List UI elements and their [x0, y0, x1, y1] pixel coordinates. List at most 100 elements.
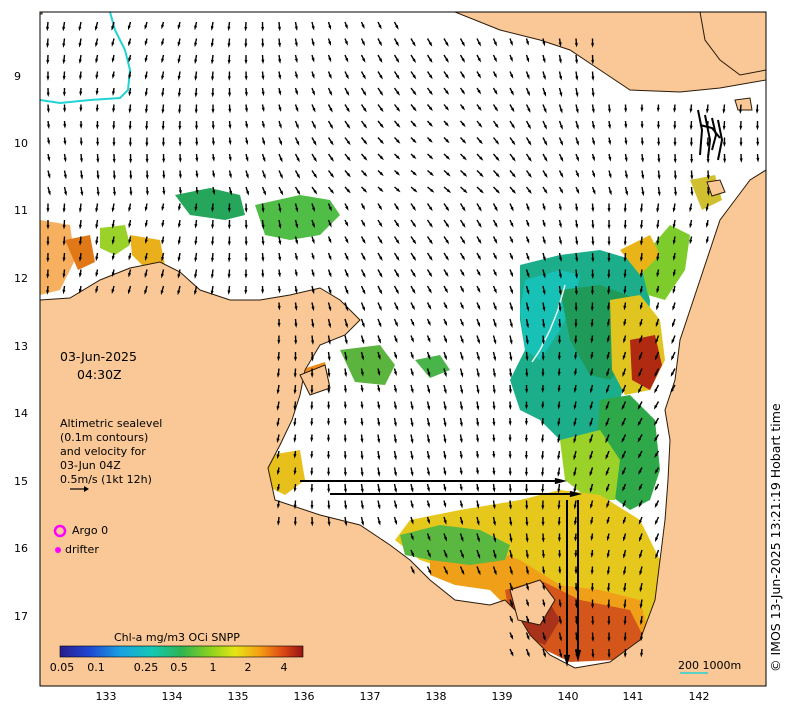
velocity-arrow-head — [654, 503, 659, 508]
velocity-arrow-head — [608, 156, 612, 162]
velocity-arrow-head — [144, 206, 148, 212]
velocity-arrow-head — [477, 322, 481, 328]
velocity-arrow-head — [276, 422, 280, 427]
velocity-arrow-head — [378, 289, 383, 295]
velocity-arrow-head — [194, 223, 198, 229]
velocity-arrow-head — [395, 239, 400, 245]
velocity-arrow-head — [543, 157, 548, 162]
velocity-arrow-head — [493, 73, 497, 79]
velocity-arrow-head — [641, 174, 645, 180]
velocity-arrow-head — [541, 438, 545, 444]
velocity-arrow-head — [477, 554, 481, 559]
velocity-arrow-head — [261, 289, 265, 295]
velocity-arrow-head — [591, 108, 595, 114]
scale-arrow — [70, 486, 89, 492]
velocity-arrow-head — [96, 191, 100, 197]
velocity-arrow-head — [360, 505, 364, 510]
velocity-arrow-head — [624, 157, 628, 163]
velocity-arrow-head — [295, 90, 298, 96]
velocity-arrow-head — [525, 538, 529, 543]
velocity-arrow-head — [177, 257, 181, 262]
velocity-arrow-head — [689, 239, 693, 245]
velocity-arrow-head — [194, 42, 198, 48]
velocity-arrow-head — [410, 519, 414, 525]
velocity-arrow-head — [459, 503, 463, 509]
velocity-arrow-head — [672, 224, 676, 229]
velocity-arrow-head — [328, 289, 332, 295]
velocity-arrow-head — [526, 206, 530, 212]
velocity-arrow-head — [590, 322, 594, 328]
velocity-arrow-head — [495, 140, 500, 145]
velocity-arrow-head — [278, 240, 282, 246]
velocity-arrow-head — [344, 356, 348, 361]
velocity-arrow-head — [672, 272, 676, 277]
velocity-arrow-head — [228, 156, 232, 162]
velocity-arrow-head — [558, 307, 562, 312]
velocity-arrow-head — [527, 108, 531, 113]
velocity-arrow-head — [393, 388, 397, 394]
velocity-arrow-head — [62, 241, 66, 246]
velocity-arrow-head — [327, 356, 331, 362]
velocity-arrow-head — [276, 504, 280, 509]
velocity-arrow-head — [278, 59, 282, 64]
lon-tick: 138 — [425, 690, 447, 703]
velocity-arrow-head — [493, 90, 498, 95]
velocity-arrow-head — [739, 142, 743, 147]
velocity-arrow-head — [542, 58, 546, 64]
lat-tick: 12 — [14, 272, 28, 285]
velocity-arrow-head — [428, 288, 432, 294]
velocity-arrow-head — [510, 289, 514, 295]
velocity-arrow-head — [345, 57, 349, 63]
velocity-arrow-head — [591, 241, 595, 246]
velocity-arrow-head — [622, 372, 626, 377]
velocity-arrow-head — [310, 505, 314, 510]
velocity-arrow-head — [278, 42, 282, 48]
velocity-arrow-head — [393, 472, 397, 477]
velocity-arrow-head — [509, 538, 513, 543]
velocity-arrow-head — [527, 189, 532, 194]
land-layer — [40, 12, 766, 686]
velocity-arrow-head — [329, 107, 333, 113]
velocity-arrow-head — [509, 618, 513, 624]
velocity-arrow-head — [608, 190, 612, 196]
velocity-arrow-head — [478, 139, 483, 145]
velocity-arrow-head — [557, 505, 561, 510]
velocity-arrow-head — [756, 157, 760, 163]
velocity-arrow-head — [590, 354, 594, 360]
velocity-arrow-head — [428, 58, 433, 64]
velocity-arrow-head — [637, 453, 642, 459]
velocity-arrow-head — [606, 322, 610, 327]
velocity-arrow-head — [410, 337, 414, 343]
velocity-arrow-head — [379, 107, 384, 113]
velocity-arrow-head — [329, 124, 334, 130]
velocity-arrow-head — [377, 472, 381, 477]
velocity-arrow-head — [445, 58, 449, 63]
velocity-arrow-head — [63, 108, 67, 113]
velocity-arrow-head — [360, 421, 364, 427]
colorbar-tick: 0.1 — [87, 661, 105, 674]
velocity-arrow-head — [311, 272, 315, 278]
velocity-arrow-head — [144, 25, 148, 30]
velocity-arrow-head — [462, 139, 467, 144]
velocity-arrow-head — [278, 256, 282, 262]
velocity-arrow-head — [379, 239, 383, 245]
velocity-arrow-head — [443, 520, 447, 525]
velocity-arrow-head — [144, 75, 148, 80]
velocity-arrow-head — [477, 305, 481, 311]
velocity-arrow-head — [293, 422, 297, 427]
velocity-arrow-head — [429, 172, 434, 177]
velocity-arrow-head — [541, 356, 545, 361]
lon-tick: 136 — [293, 690, 315, 703]
velocity-arrow-head — [410, 405, 414, 411]
velocity-arrow-head — [526, 323, 529, 329]
velocity-arrow-head — [211, 207, 215, 213]
velocity-arrow-head — [428, 256, 433, 261]
velocity-arrow-head — [640, 141, 644, 146]
velocity-arrow-head — [378, 58, 383, 63]
velocity-arrow-head — [445, 74, 449, 79]
velocity-arrow-head — [576, 189, 580, 195]
velocity-arrow-head — [346, 124, 351, 129]
velocity-arrow-head — [460, 339, 464, 344]
velocity-arrow-head — [573, 472, 577, 477]
velocity-arrow-head — [311, 90, 315, 96]
